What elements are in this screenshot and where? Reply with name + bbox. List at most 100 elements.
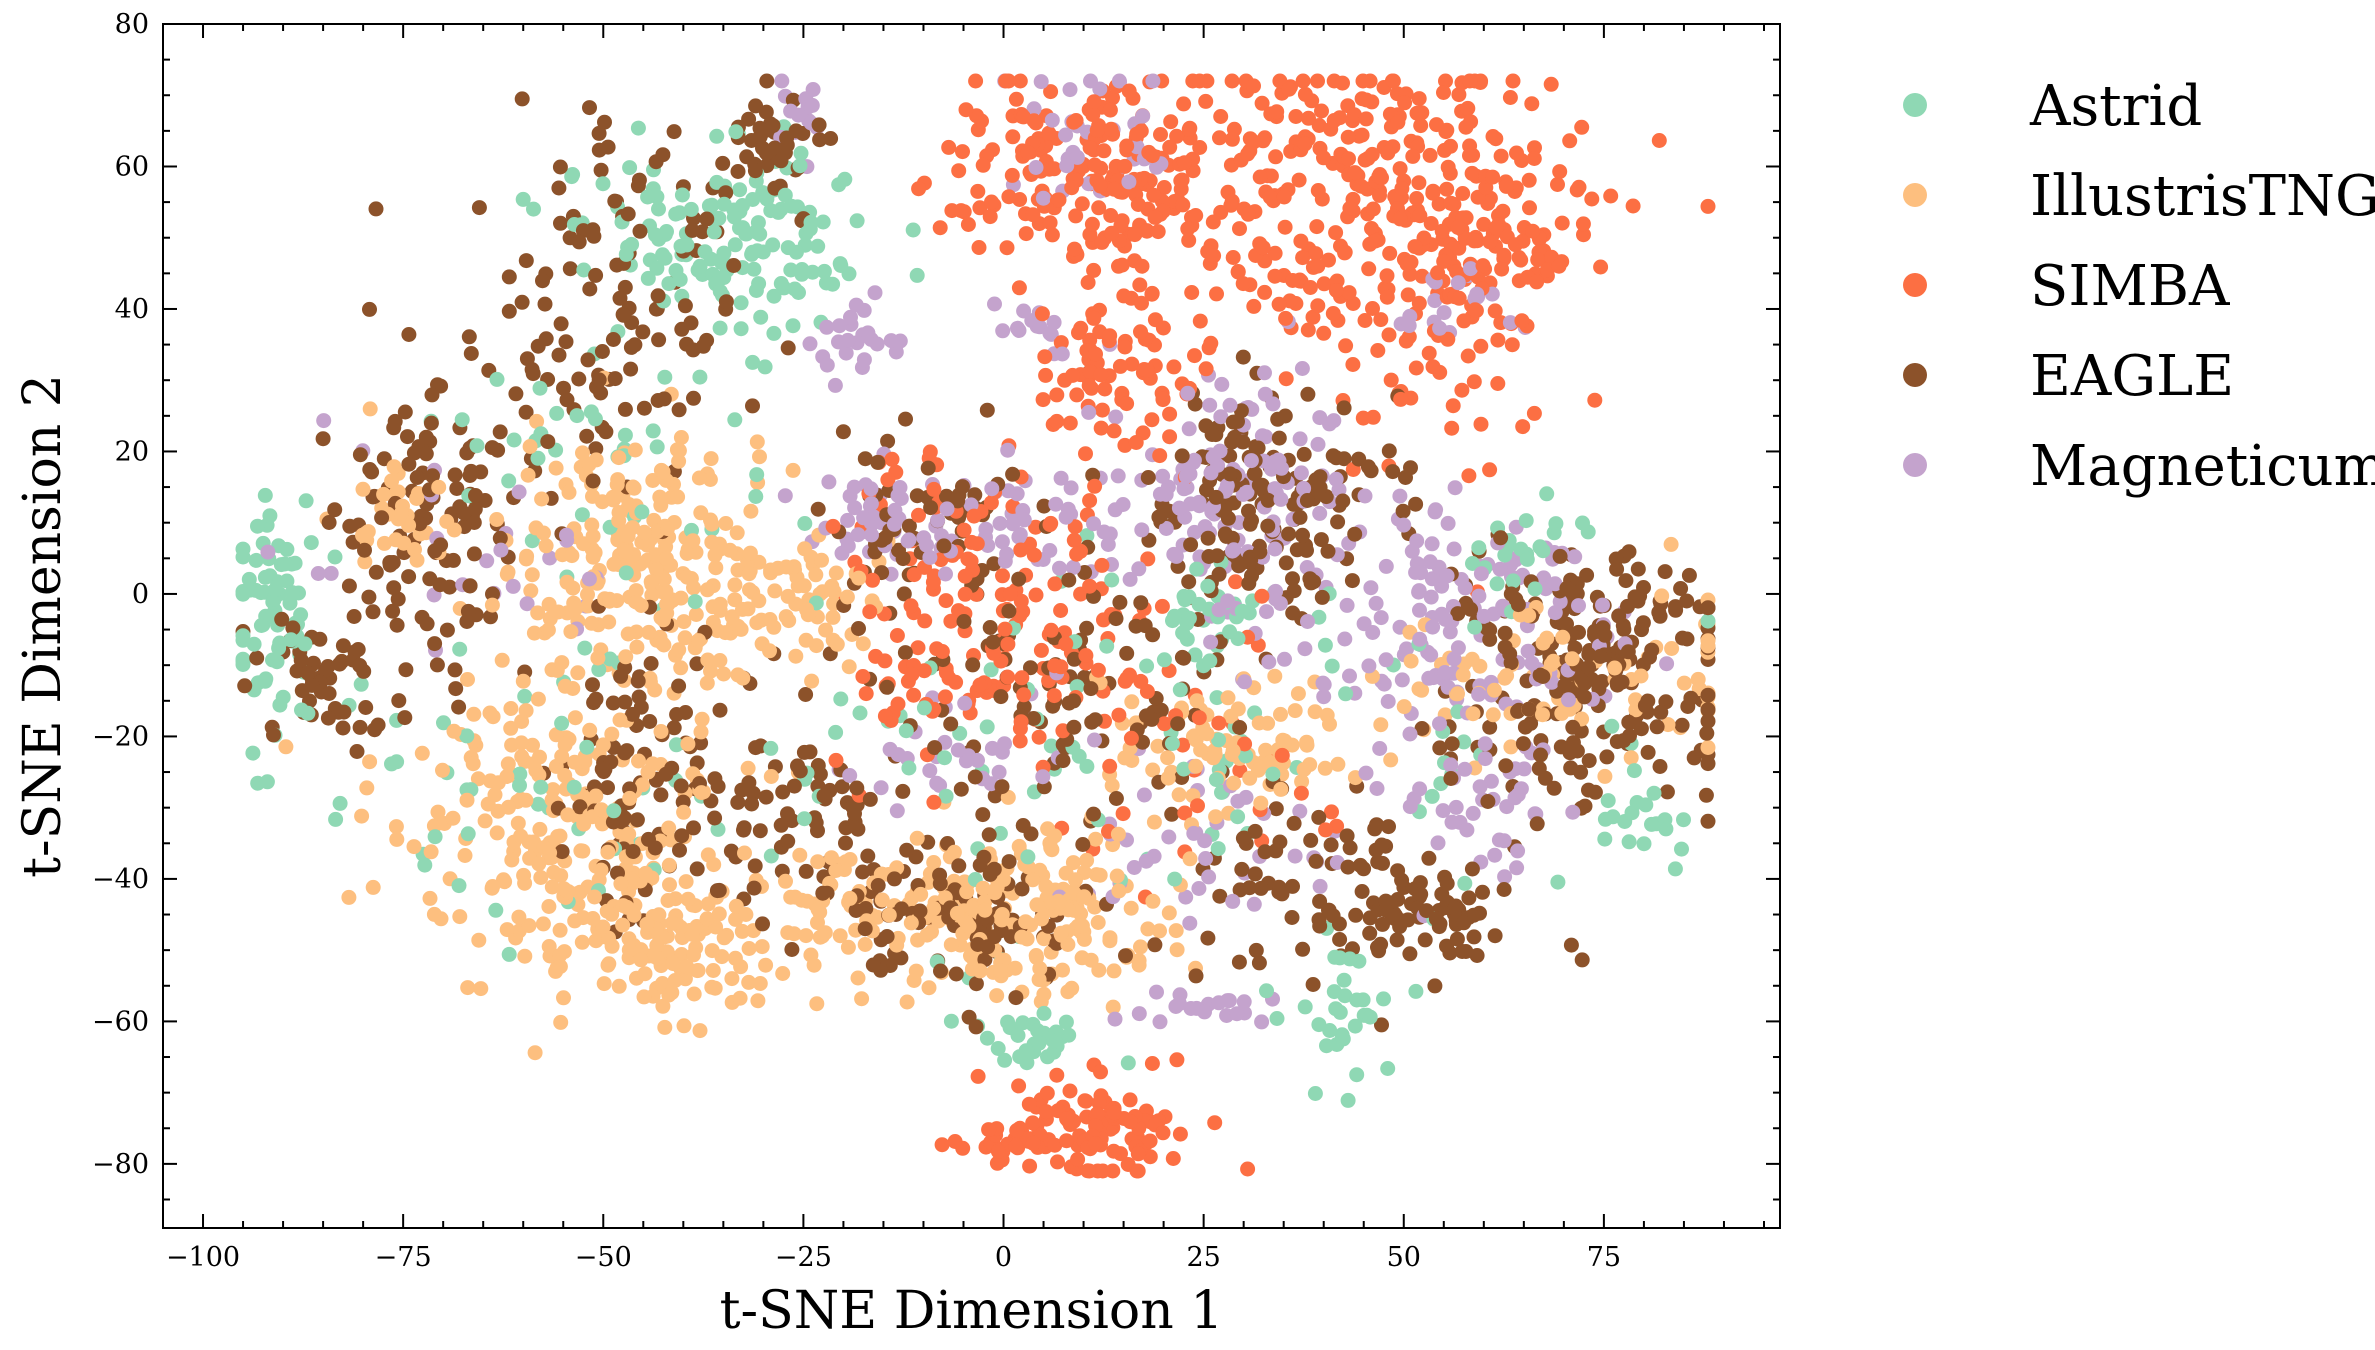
scatter-point-magneticum	[1412, 631, 1428, 647]
scatter-point-magneticum	[856, 510, 872, 526]
scatter-point-illustristng	[796, 578, 812, 594]
scatter-point-eagle	[1659, 784, 1675, 800]
scatter-point-simba	[884, 451, 900, 467]
scatter-point-simba	[1405, 148, 1421, 164]
scatter-point-eagle	[1077, 565, 1093, 580]
scatter-point-illustristng	[638, 865, 654, 881]
scatter-point-simba	[1358, 92, 1374, 108]
scatter-point-simba	[1067, 519, 1083, 535]
scatter-point-illustristng	[679, 569, 695, 585]
scatter-point-astrid	[634, 504, 650, 520]
scatter-point-illustristng	[484, 597, 500, 613]
scatter-point-magneticum	[1243, 453, 1259, 469]
scatter-point-magneticum	[1026, 101, 1042, 117]
scatter-point-illustristng	[524, 567, 540, 583]
scatter-point-illustristng	[1092, 867, 1108, 883]
y-tick-label: 0	[132, 579, 149, 610]
scatter-point-simba	[1444, 420, 1460, 436]
scatter-point-magneticum	[1380, 694, 1396, 709]
scatter-point-eagle	[1653, 704, 1669, 720]
scatter-point-eagle	[1392, 919, 1408, 935]
scatter-point-illustristng	[1543, 656, 1559, 672]
scatter-point-astrid	[1211, 732, 1227, 748]
scatter-point-eagle	[775, 784, 791, 800]
scatter-point-simba	[1277, 219, 1293, 235]
scatter-point-illustristng	[658, 583, 674, 599]
scatter-point-illustristng	[781, 613, 797, 629]
scatter-point-eagle	[571, 371, 587, 387]
scatter-point-eagle	[1271, 884, 1287, 900]
scatter-point-simba	[1191, 710, 1207, 726]
scatter-point-astrid	[606, 803, 622, 819]
scatter-point-eagle	[585, 677, 600, 693]
scatter-point-simba	[1526, 151, 1542, 166]
scatter-point-eagle	[1563, 937, 1579, 953]
scatter-point-simba	[1326, 113, 1342, 128]
legend-item-magneticum: Magneticum	[1903, 434, 2375, 499]
scatter-point-simba	[1310, 298, 1326, 314]
scatter-point-magneticum	[987, 296, 1002, 312]
scatter-point-magneticum	[1107, 1011, 1123, 1027]
scatter-point-simba	[1169, 128, 1185, 144]
scatter-point-illustristng	[785, 462, 801, 478]
scatter-point-magneticum	[1267, 454, 1283, 470]
scatter-point-magneticum	[819, 319, 835, 335]
scatter-point-magneticum	[1294, 361, 1310, 376]
scatter-point-eagle	[965, 657, 981, 673]
scatter-point-simba	[1475, 258, 1491, 274]
scatter-point-simba	[1212, 130, 1227, 146]
scatter-point-eagle	[811, 117, 827, 133]
scatter-point-simba	[1011, 280, 1027, 296]
scatter-point-astrid	[1209, 690, 1225, 706]
scatter-point-eagle	[1620, 644, 1636, 660]
scatter-point-astrid	[938, 788, 954, 804]
scatter-point-simba	[1119, 138, 1135, 154]
scatter-point-illustristng	[711, 906, 727, 922]
scatter-point-simba	[1116, 288, 1132, 304]
scatter-point-astrid	[1297, 999, 1313, 1015]
scatter-point-astrid	[469, 438, 485, 454]
scatter-point-illustristng	[628, 583, 644, 599]
scatter-point-illustristng	[655, 998, 671, 1014]
scatter-point-illustristng	[575, 445, 590, 461]
scatter-point-eagle	[686, 390, 701, 406]
scatter-point-astrid	[657, 369, 673, 385]
scatter-point-astrid	[640, 189, 656, 205]
scatter-point-simba	[1117, 158, 1133, 174]
scatter-point-astrid	[979, 1030, 995, 1046]
scatter-point-eagle	[591, 372, 607, 388]
scatter-point-eagle	[1700, 813, 1716, 829]
scatter-point-simba	[1117, 437, 1133, 453]
scatter-point-simba	[1421, 345, 1437, 361]
scatter-point-simba	[968, 73, 984, 89]
scatter-point-astrid	[1527, 581, 1543, 597]
scatter-point-magneticum	[901, 532, 917, 548]
scatter-point-astrid	[909, 267, 925, 283]
scatter-point-magneticum	[1373, 610, 1389, 626]
scatter-point-magneticum	[1176, 481, 1192, 497]
scatter-point-simba	[1267, 245, 1283, 261]
scatter-point-magneticum	[1145, 73, 1161, 89]
scatter-point-illustristng	[660, 521, 675, 537]
scatter-point-illustristng	[503, 720, 519, 736]
scatter-point-illustristng	[527, 1045, 543, 1061]
scatter-point-magneticum	[1224, 543, 1240, 559]
scatter-point-illustristng	[435, 762, 450, 778]
scatter-point-astrid	[1362, 1009, 1378, 1025]
scatter-point-illustristng	[1060, 984, 1076, 1000]
scatter-point-illustristng	[611, 450, 627, 466]
scatter-point-astrid	[272, 697, 288, 713]
scatter-point-eagle	[1374, 1017, 1389, 1033]
scatter-point-simba	[1316, 325, 1332, 341]
scatter-point-eagle	[961, 1009, 977, 1025]
scatter-point-magneticum	[1069, 149, 1085, 165]
scatter-point-illustristng	[899, 994, 915, 1010]
scatter-point-eagle	[1354, 884, 1370, 899]
scatter-point-illustristng	[700, 652, 716, 668]
scatter-point-magneticum	[1316, 677, 1332, 693]
scatter-point-illustristng	[465, 756, 481, 772]
scatter-point-magneticum	[1168, 999, 1184, 1014]
legend-item-astrid: Astrid	[1903, 74, 2202, 139]
scatter-point-magneticum	[831, 334, 846, 350]
scatter-point-eagle	[1235, 830, 1251, 846]
